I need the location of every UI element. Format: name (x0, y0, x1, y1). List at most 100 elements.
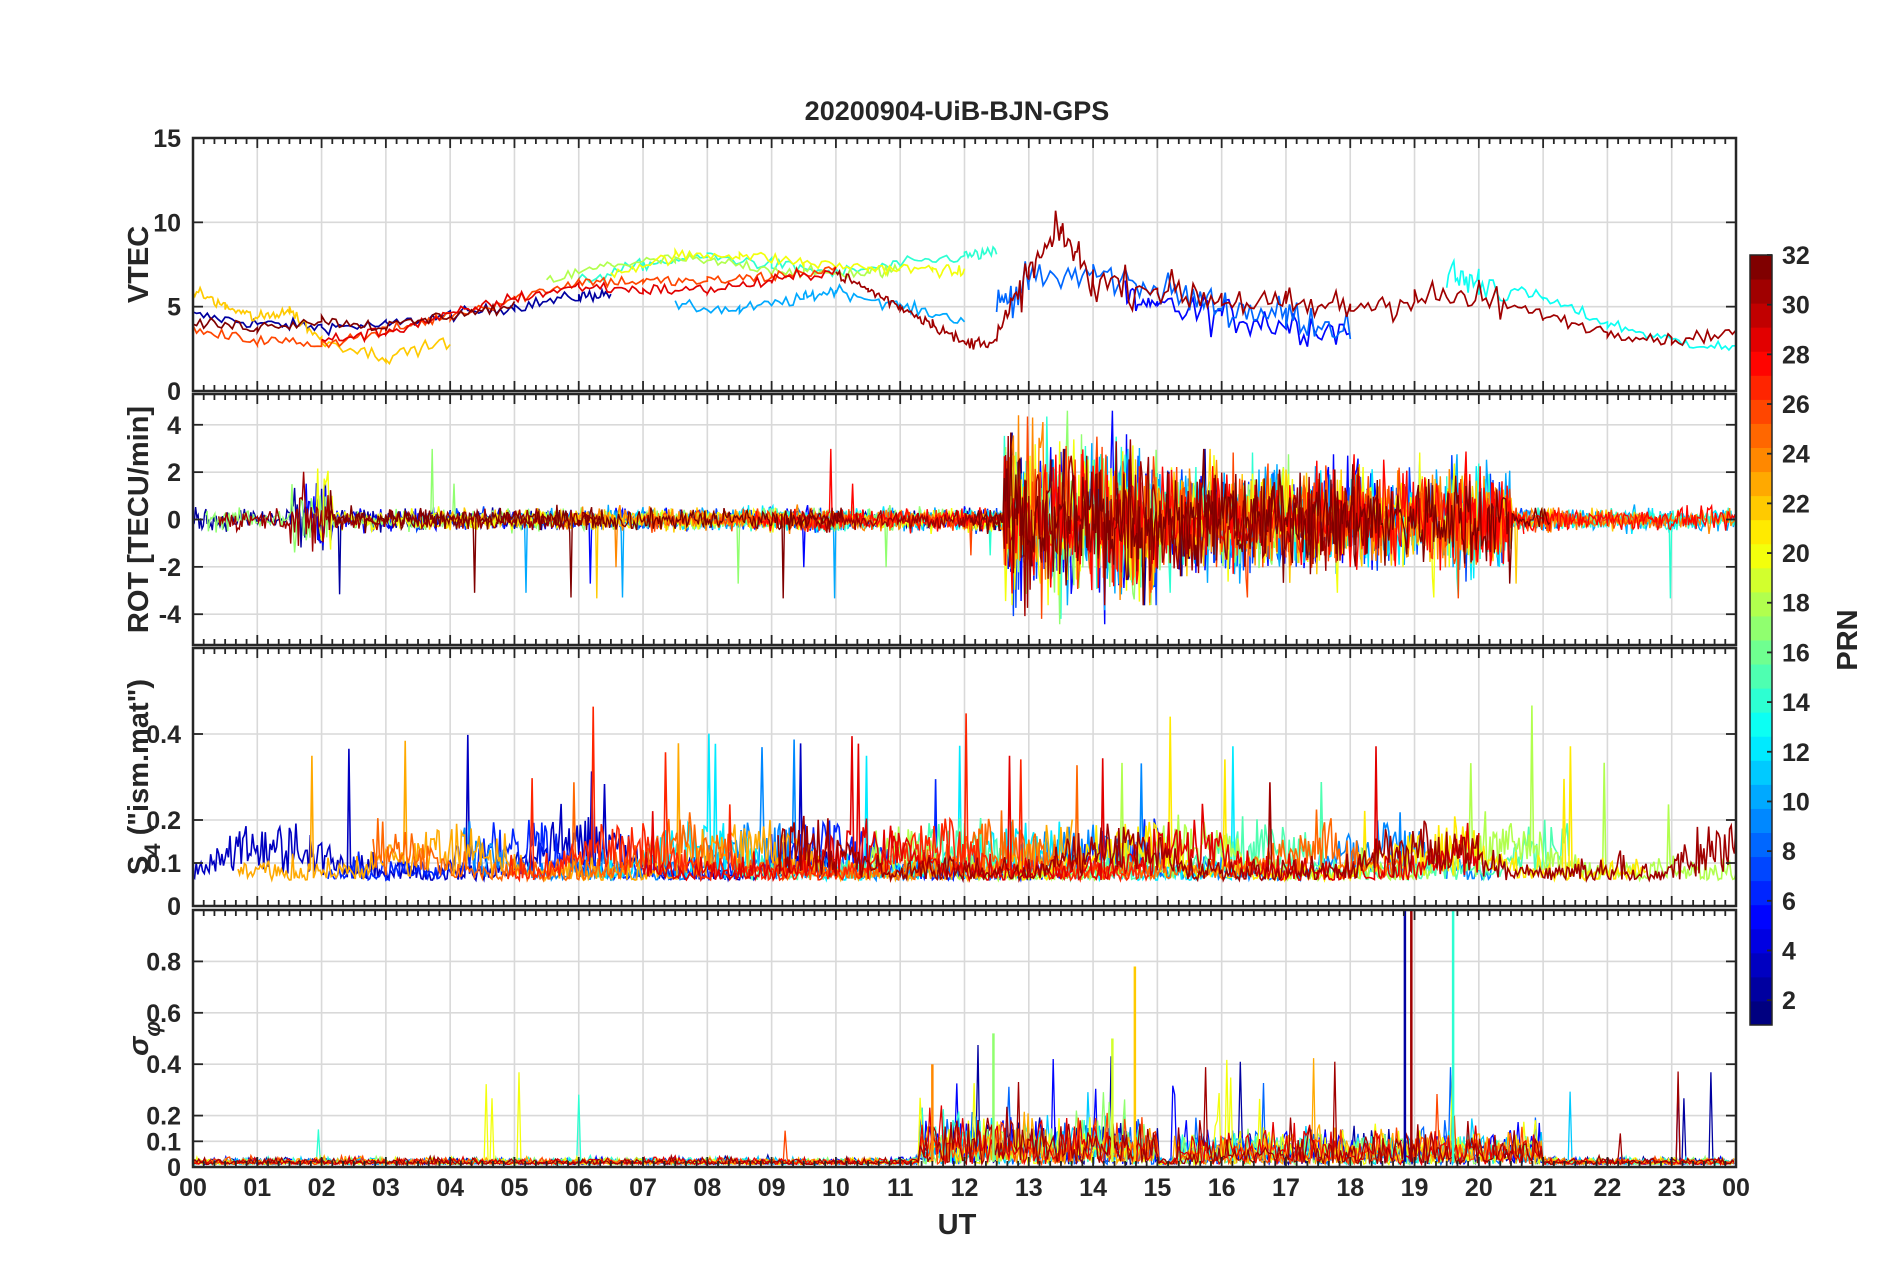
colorbar-tick-label: 4 (1782, 937, 1796, 965)
colorbar-step (1750, 303, 1772, 328)
x-tick-label: 09 (758, 1174, 786, 1202)
colorbar-step (1750, 904, 1772, 930)
colorbar-step (1750, 640, 1772, 665)
x-tick-label: 17 (1272, 1174, 1300, 1202)
colorbar-step (1750, 880, 1772, 906)
colorbar-tick-label: 32 (1782, 242, 1810, 270)
vtec-line-29 (321, 266, 837, 344)
y-tick-label-sigma_phi: 0.1 (146, 1128, 181, 1156)
x-tick-label: 13 (1015, 1174, 1043, 1202)
y-axis-label-vtec: VTEC (123, 226, 155, 303)
vtec-line-13 (1445, 257, 1736, 352)
y-tick-label-vtec: 0 (167, 378, 181, 406)
x-ticks-s4 (192, 648, 1737, 907)
y-tick-label-sigma_phi: 0.4 (146, 1051, 181, 1079)
vtec-line-20 (610, 246, 966, 280)
panel-s4: 0 0.1 0.2 0.4S4 ("ism.mat") (123, 646, 1738, 921)
colorbar-step (1750, 591, 1772, 617)
y-axis-label-rot: ROT [TECU/min] (123, 406, 155, 633)
y-tick-label-s4: 0.4 (146, 721, 181, 749)
y-tick-label-vtec: 5 (167, 294, 181, 322)
colorbar-step (1750, 615, 1772, 641)
colorbar-step (1750, 712, 1772, 737)
series-rot (193, 410, 1736, 625)
colorbar-step (1750, 1000, 1772, 1026)
vtec-line-32 (193, 300, 516, 336)
vtec-line-2 (193, 287, 612, 337)
colorbar-step (1750, 255, 1772, 280)
colorbar-tick-label: 8 (1782, 838, 1796, 866)
series-vtec (193, 210, 1736, 366)
rot-line-32 (327, 490, 843, 599)
colorbar-tick-label: 2 (1782, 987, 1796, 1015)
x-tick-label: 18 (1336, 1174, 1364, 1202)
colorbar-step (1750, 519, 1772, 545)
rot-line-31 (796, 435, 1377, 617)
colorbar-step (1750, 952, 1772, 978)
y-tick-label-sigma_phi: 0 (167, 1154, 181, 1182)
x-tick-label: 22 (1594, 1174, 1622, 1202)
y-tick-label-rot: 2 (167, 459, 181, 487)
colorbar-step (1750, 760, 1772, 785)
y-tick-label-s4: 0.2 (146, 807, 181, 835)
colorbar-step (1750, 327, 1772, 352)
colorbar-step (1750, 399, 1772, 424)
colorbar-tick-label: 12 (1782, 739, 1810, 767)
x-tick-label: 19 (1401, 1174, 1429, 1202)
panel-rot: -4 -2 0 2 4 ROT [TECU/min] (123, 392, 1738, 647)
colorbar-tick-label: 28 (1782, 341, 1810, 369)
s4-line-31 (777, 782, 1736, 884)
x-tick-label: 21 (1529, 1174, 1557, 1202)
colorbar-step (1750, 928, 1772, 954)
y-tick-label-rot: -2 (159, 554, 181, 582)
colorbar-step (1750, 808, 1772, 833)
x-tick-label: 01 (243, 1174, 271, 1202)
x-tick-labels: 00 01 02 03 04 05 06 07 08 09 10 11 12 13 14 15 16 17 18 19… (179, 1174, 1750, 1202)
x-tick-label: 00 (1722, 1174, 1750, 1202)
colorbar-step (1750, 279, 1772, 304)
colorbar-step (1750, 375, 1772, 400)
colorbar-tick-label: 6 (1782, 888, 1796, 916)
y-tick-label-s4: 0 (167, 893, 181, 921)
y-tick-label-vtec: 10 (153, 209, 181, 237)
x-tick-label: 23 (1658, 1174, 1686, 1202)
series-s4 (193, 705, 1736, 884)
x-tick-label: 10 (822, 1174, 850, 1202)
s4-line-29 (642, 736, 1480, 883)
colorbar-step (1750, 856, 1772, 882)
colorbar-step (1750, 736, 1772, 761)
colorbar-step (1750, 447, 1772, 473)
colorbar-step (1750, 543, 1772, 569)
colorbar-tick-label: 16 (1782, 639, 1810, 667)
x-tick-label: 11 (887, 1174, 914, 1202)
colorbar-label: PRN (1832, 609, 1864, 670)
x-tick-label: 02 (308, 1174, 336, 1202)
colorbar-step (1750, 832, 1772, 858)
colorbar-tick-label: 18 (1782, 590, 1810, 618)
vtec-line-31 (835, 210, 1736, 350)
colorbar-step (1750, 688, 1772, 713)
colorbar-frame (1749, 254, 1773, 1026)
x-tick-label: 06 (565, 1174, 593, 1202)
colorbar-tick-label: 14 (1782, 689, 1810, 717)
colorbar-tick-label: 30 (1782, 292, 1810, 320)
rot-line-28 (1458, 451, 1736, 565)
colorbar-tick-label: 22 (1782, 490, 1810, 518)
x-tick-label: 04 (436, 1174, 464, 1202)
colorbar-step (1750, 351, 1772, 376)
y-axis-label-sigma_phi: σφ (123, 1021, 165, 1056)
x-tick-label: 14 (1079, 1174, 1107, 1202)
x-tick-label: 00 (179, 1174, 207, 1202)
colorbar-tick-label: 10 (1782, 788, 1810, 816)
x-tick-label: 16 (1208, 1174, 1236, 1202)
colorbar-step (1750, 976, 1772, 1002)
x-tick-label: 20 (1465, 1174, 1493, 1202)
colorbar-tick-label: 26 (1782, 391, 1810, 419)
y-tick-label-rot: 4 (167, 412, 181, 440)
y-tick-label-sigma_phi: 0.8 (146, 948, 181, 976)
colorbar-step (1750, 784, 1772, 809)
colorbar-step (1750, 423, 1772, 448)
